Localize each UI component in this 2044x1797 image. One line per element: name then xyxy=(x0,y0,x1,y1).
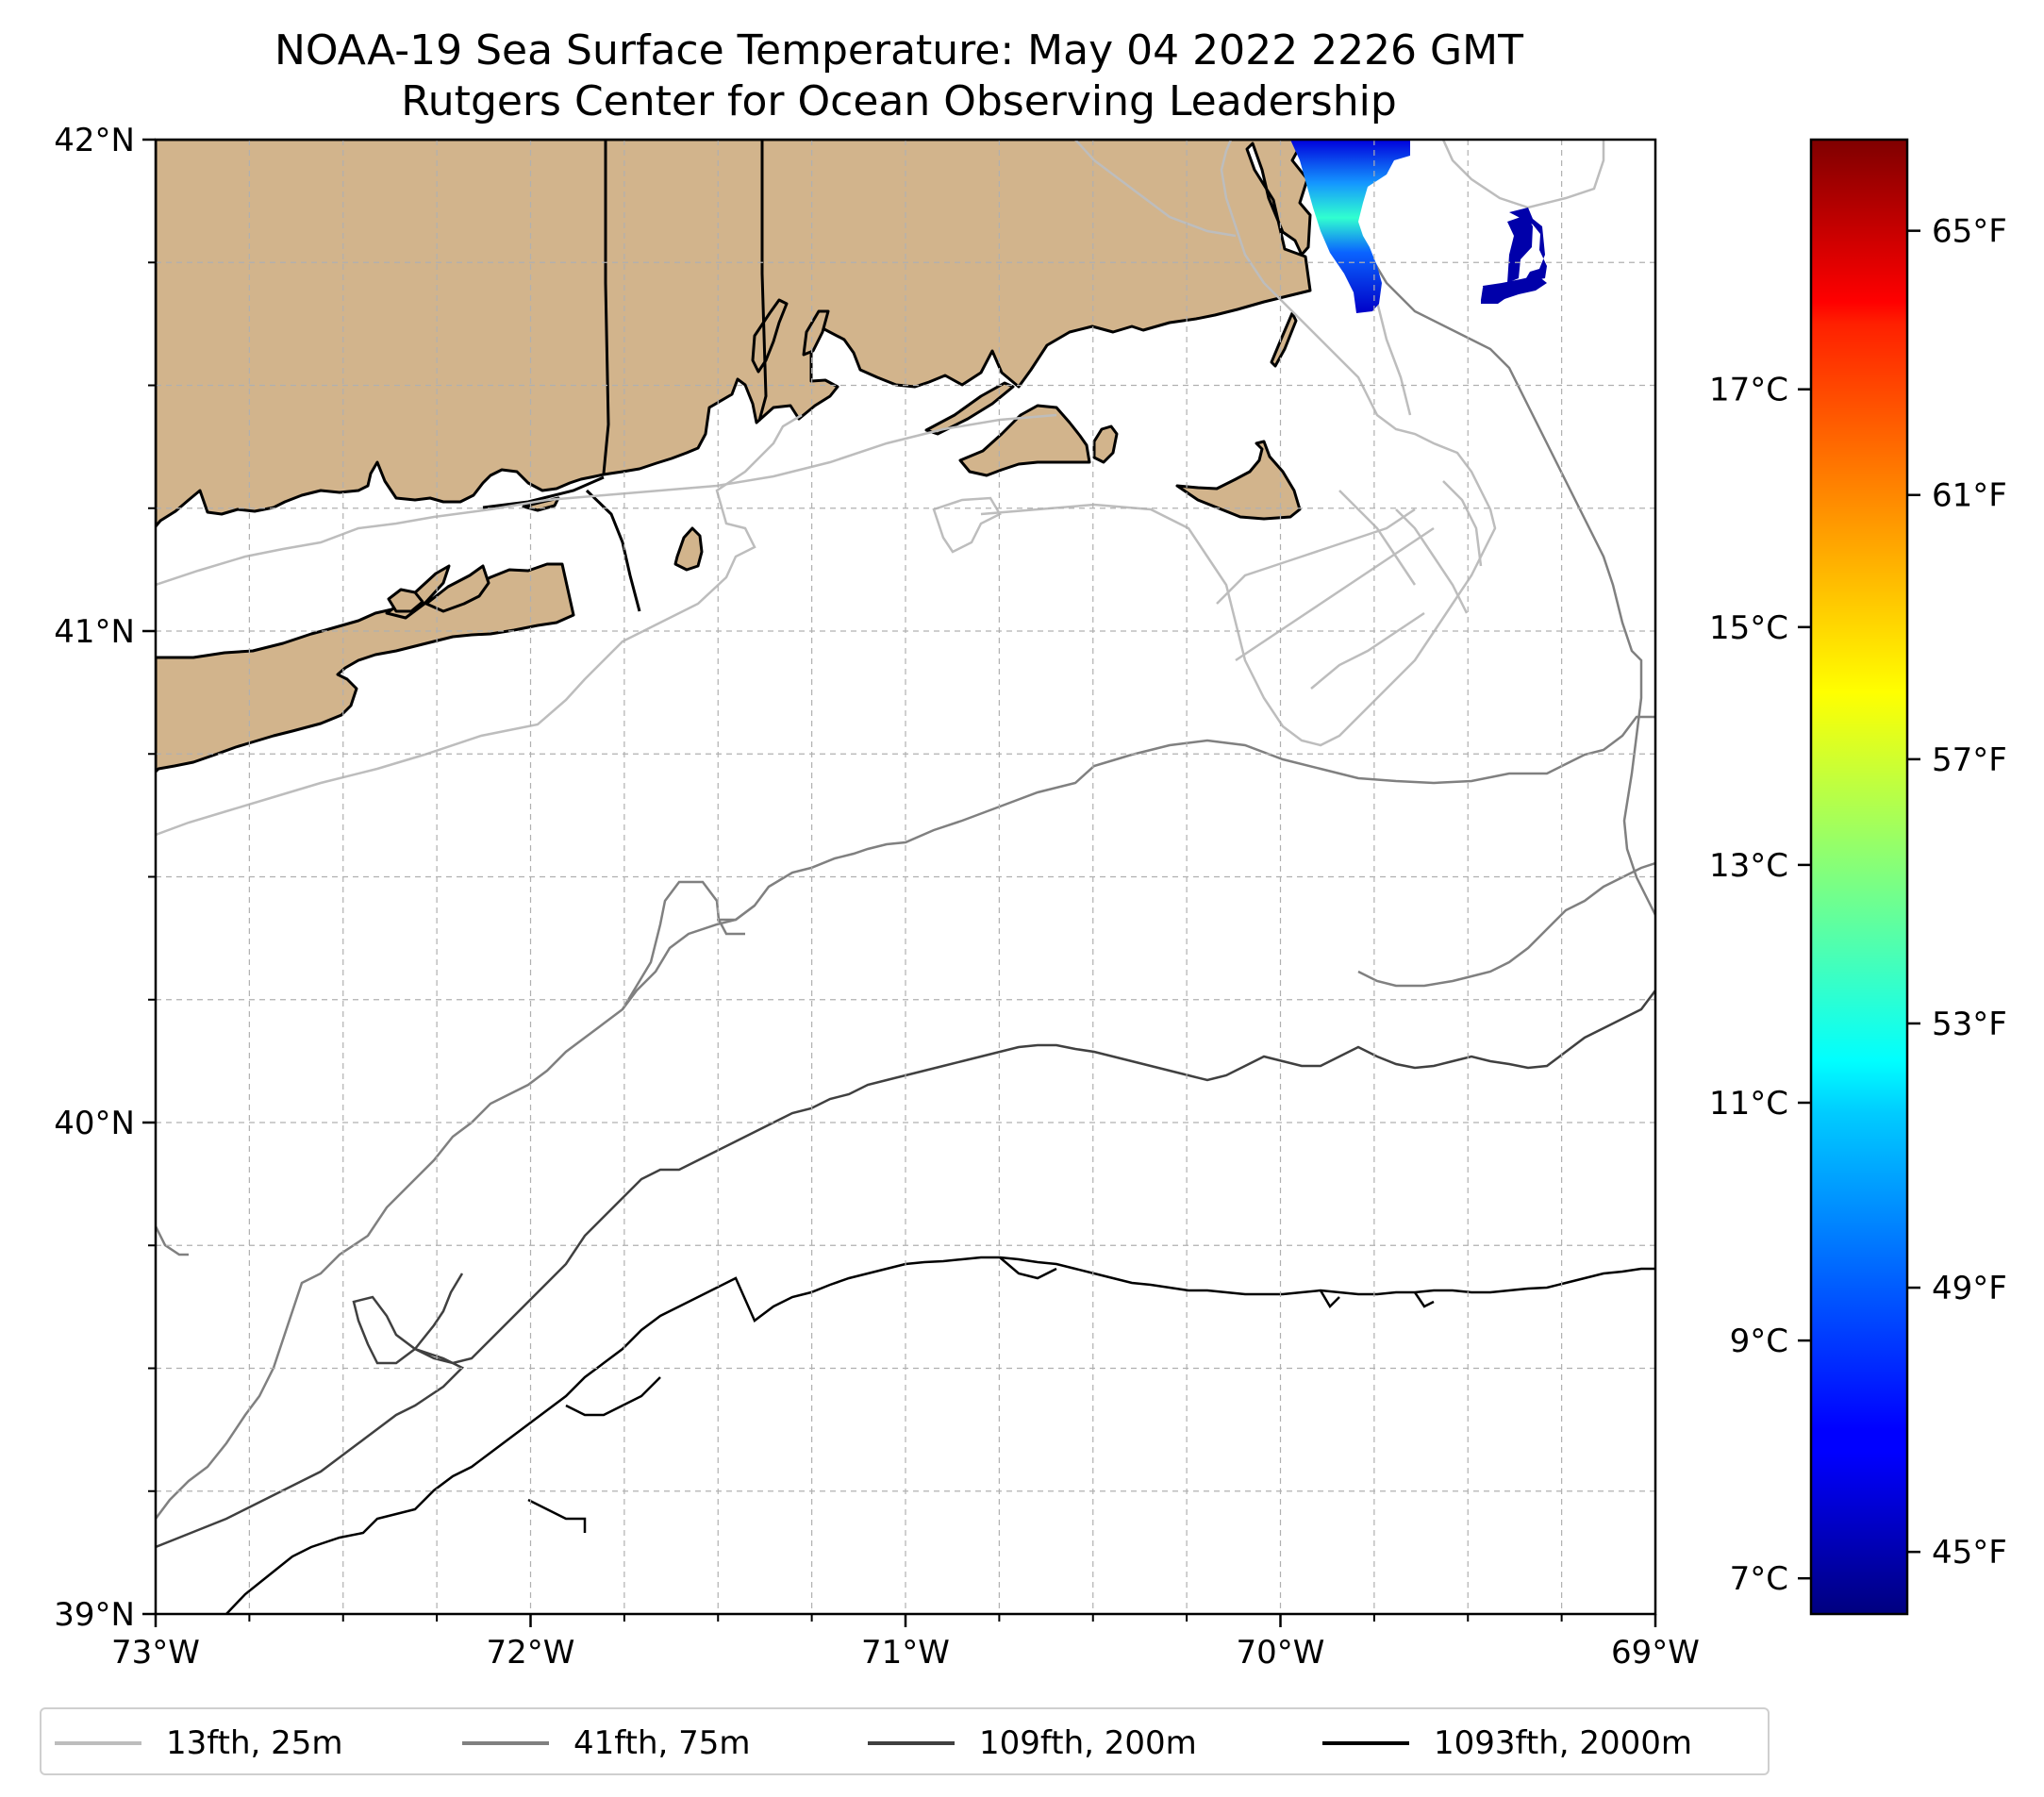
land-narragansett-islands xyxy=(751,298,830,374)
bathymetry-25m xyxy=(156,140,1605,837)
colorbar-label-fahrenheit: 45°F xyxy=(1932,1534,2007,1572)
chart-title-line1: NOAA-19 Sea Surface Temperature: May 04 … xyxy=(274,26,1523,75)
border-ny-ct xyxy=(602,140,610,474)
land-masses xyxy=(156,140,1312,774)
colorbar-label-fahrenheit: 57°F xyxy=(1932,741,2007,779)
land-mainland xyxy=(156,140,1312,528)
legend-item-2000m: 1093fth, 2000m xyxy=(1322,1722,1692,1764)
lon-tick-label: 69°W xyxy=(1611,1634,1700,1672)
colorbar-label-celsius: 9°C xyxy=(1730,1323,1788,1360)
bathymetry-75m xyxy=(156,140,1655,1520)
lat-tick-label: 39°N xyxy=(54,1596,135,1634)
contour-legend: 13fth, 25m 41fth, 75m 109fth, 200m 1093f… xyxy=(40,1707,1770,1775)
lon-tick-label: 70°W xyxy=(1237,1634,1325,1672)
sst-strip-outer-cape xyxy=(1290,140,1410,313)
land-nantucket xyxy=(1175,440,1302,521)
lon-tick-label: 72°W xyxy=(487,1634,575,1672)
legend-swatch-25m xyxy=(55,1741,141,1745)
legend-swatch-2000m xyxy=(1322,1741,1409,1745)
colorbar-label-celsius: 13°C xyxy=(1709,847,1788,885)
land-martha-s-vineyard xyxy=(958,404,1091,477)
legend-label-200m: 109fth, 200m xyxy=(979,1724,1197,1762)
legend-label-75m: 41fth, 75m xyxy=(573,1724,751,1762)
border-ny-ct-water xyxy=(585,489,641,612)
legend-item-200m: 109fth, 200m xyxy=(868,1722,1197,1764)
colorbar-label-fahrenheit: 49°F xyxy=(1932,1270,2007,1307)
sst-patch-northeast-arm xyxy=(1483,275,1547,304)
land-fishers-island xyxy=(522,496,560,512)
colorbar-label-fahrenheit: 53°F xyxy=(1932,1006,2007,1043)
border-ct-ri xyxy=(757,140,768,422)
axis-ticks: 73°W 72°W 71°W 70°W 69°W 42°N 41°N 40°N 39°N xyxy=(54,122,1700,1672)
land-block-island xyxy=(673,526,704,572)
colorbar-ticks: 7°C 9°C 11°C 13°C 15°C 17°C 45°F 49°F 53°F 57°F 61… xyxy=(1709,213,2007,1599)
colorbar-label-fahrenheit: 65°F xyxy=(1932,213,2007,251)
legend-item-25m: 13fth, 25m xyxy=(55,1722,343,1764)
chart-title-line2: Rutgers Center for Ocean Observing Leade… xyxy=(401,77,1397,125)
colorbar-label-celsius: 7°C xyxy=(1730,1560,1788,1598)
lat-tick-label: 42°N xyxy=(54,122,135,159)
legend-item-75m: 41fth, 75m xyxy=(462,1722,751,1764)
colorbar: 7°C 9°C 11°C 13°C 15°C 17°C 45°F 49°F 53°F 57°F 61… xyxy=(1709,138,2007,1616)
colorbar-label-celsius: 15°C xyxy=(1709,609,1788,647)
colorbar-gradient xyxy=(1809,138,1909,1616)
lat-tick-label: 40°N xyxy=(54,1105,135,1142)
land-chappaquiddick xyxy=(1092,424,1119,464)
legend-label-25m: 13fth, 25m xyxy=(166,1724,343,1762)
colorbar-label-fahrenheit: 61°F xyxy=(1932,477,2007,515)
lon-tick-label: 71°W xyxy=(861,1634,950,1672)
land-shelter-island xyxy=(387,588,424,613)
gridlines xyxy=(156,140,1655,1614)
state-borders xyxy=(482,140,856,612)
sst-data-pixels xyxy=(1290,140,1547,313)
lon-tick-label: 73°W xyxy=(111,1634,200,1672)
lat-tick-label: 41°N xyxy=(54,613,135,651)
colorbar-label-celsius: 17°C xyxy=(1709,372,1788,409)
sst-patch-northeast-stem xyxy=(1507,215,1533,283)
border-ny-ri-water xyxy=(482,475,605,509)
legend-label-2000m: 1093fth, 2000m xyxy=(1434,1724,1693,1762)
land-long-island xyxy=(156,562,575,774)
bathymetry-2000m xyxy=(225,1256,1655,1614)
legend-swatch-200m xyxy=(868,1741,955,1745)
colorbar-label-celsius: 11°C xyxy=(1709,1085,1788,1123)
legend-swatch-75m xyxy=(462,1741,549,1745)
